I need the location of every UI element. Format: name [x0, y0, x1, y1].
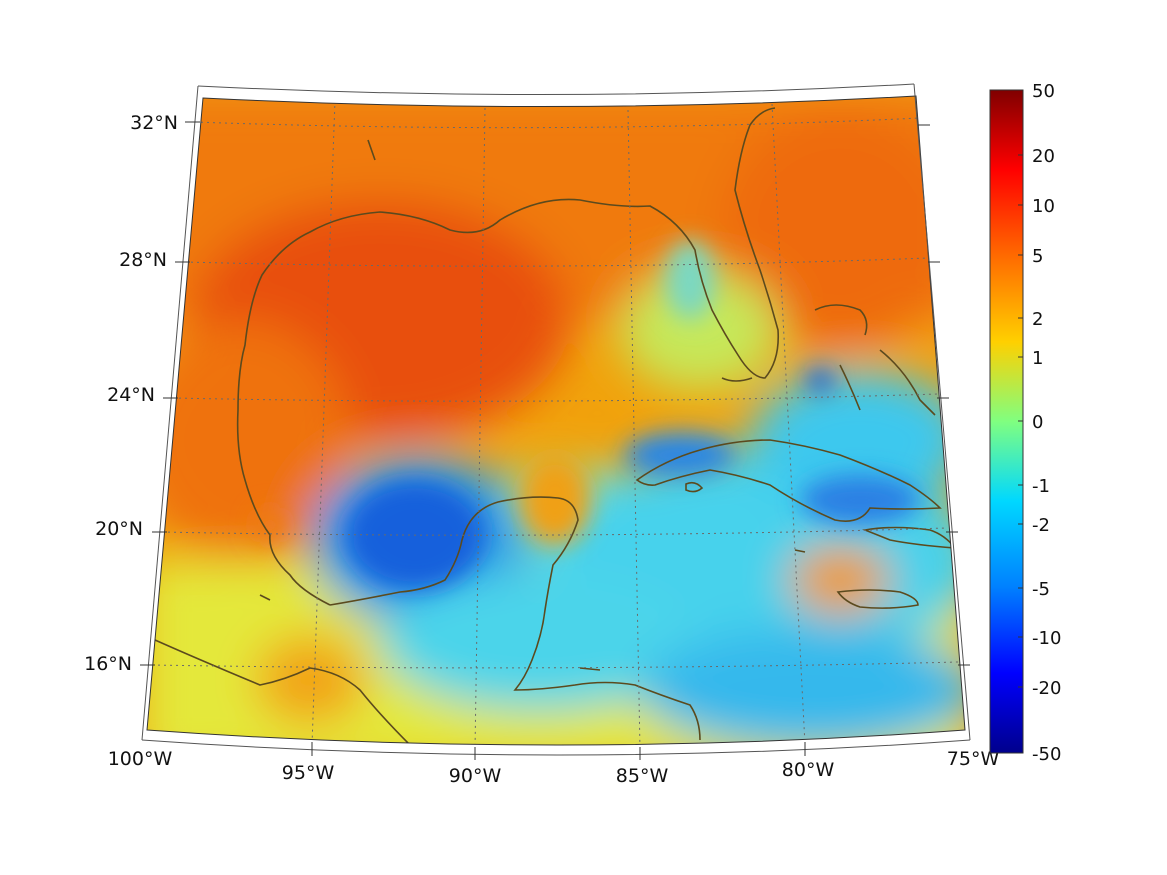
bahamas-outline-1 [814, 304, 868, 336]
lon-label-80: 80°W [782, 759, 835, 781]
colorbar-label-1: 1 [1032, 348, 1043, 369]
map-frame [141, 83, 971, 756]
lat-label-24: 24°N [107, 384, 155, 406]
colorbar-label-neg50: -50 [1032, 744, 1061, 765]
lon-label-85: 85°W [616, 765, 669, 787]
lat-label-16: 16°N [84, 653, 132, 675]
lon-label-100: 100°W [108, 748, 173, 770]
keys-outline [721, 377, 753, 382]
colorbar: 50 20 10 5 2 1 0 -1 -2 -5 -10 -20 -50 [989, 81, 1061, 765]
small-islands [259, 139, 806, 671]
tick-marks [140, 121, 970, 760]
graticule-lat-32 [194, 117, 921, 129]
lat-label-32: 32°N [130, 112, 178, 134]
colorbar-label-0: 0 [1032, 412, 1043, 433]
field-layer [147, 96, 965, 745]
yucatan-coastline [329, 496, 701, 741]
lon-label-90: 90°W [449, 765, 502, 787]
central-america-coast [154, 639, 411, 745]
lon-label-75: 75°W [947, 748, 1000, 770]
colorbar-gradient [989, 89, 1024, 754]
lat-label-20: 20°N [95, 518, 143, 540]
graticule-lat-28 [184, 257, 929, 267]
lon-labels: 100°W 95°W 90°W 85°W 80°W 75°W [108, 748, 1000, 787]
isle-youth-outline [685, 481, 704, 493]
graticule-lat-24 [172, 393, 938, 402]
coastline-layer [154, 107, 957, 745]
colorbar-label-50: 50 [1032, 81, 1055, 102]
colorbar-label-neg20: -20 [1032, 678, 1061, 699]
hispaniola-outline [862, 526, 957, 549]
bahamas-outline-2 [839, 364, 861, 411]
colorbar-label-10: 10 [1032, 196, 1055, 217]
graticule-lat-20 [161, 527, 947, 536]
jamaica-outline [836, 589, 919, 609]
graticule-lon-90 [474, 107, 486, 745]
colorbar-ticks [1018, 154, 1023, 688]
colorbar-label-neg2: -2 [1032, 515, 1050, 536]
lat-label-28: 28°N [119, 249, 167, 271]
lat-labels: 32°N 28°N 24°N 20°N 16°N [84, 112, 178, 675]
graticule-lon-80 [771, 103, 806, 745]
lon-label-95: 95°W [282, 762, 335, 784]
graticule-lat-16 [151, 661, 959, 669]
gulf-coastline [236, 107, 780, 606]
colorbar-label-20: 20 [1032, 146, 1055, 167]
colorbar-label-2: 2 [1032, 309, 1043, 330]
cuba-outline [635, 439, 942, 522]
colorbar-label-neg5: -5 [1032, 579, 1050, 600]
colorbar-label-5: 5 [1032, 246, 1043, 267]
graticule [151, 99, 959, 745]
bahamas-outline-3 [879, 349, 936, 416]
colorbar-label-neg10: -10 [1032, 628, 1061, 649]
colorbar-label-neg1: -1 [1032, 476, 1050, 497]
